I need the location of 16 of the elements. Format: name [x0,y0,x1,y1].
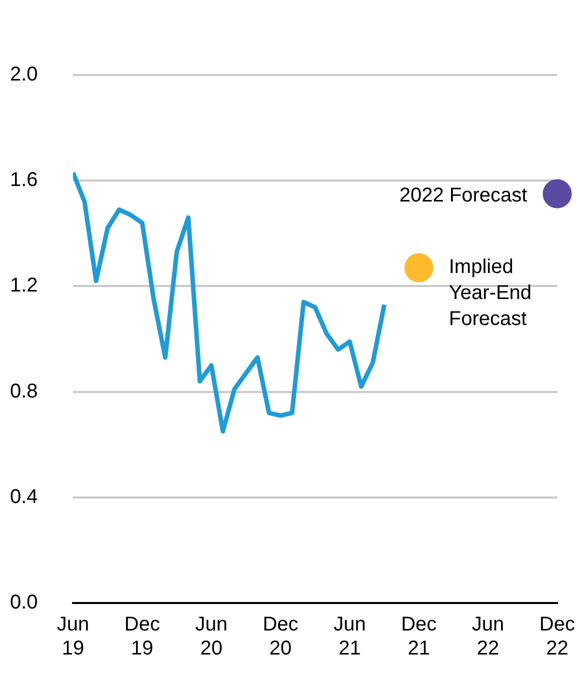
y-tick-label: 1.6 [10,169,38,192]
x-tick-label: Dec 20 [262,614,298,660]
series-label: Implied Year-End Forecast [448,256,532,330]
x-tick-label: Dec 19 [124,614,160,660]
x-tick-label: Jun 21 [334,614,366,660]
x-tick-label: Jun 22 [472,614,504,660]
x-tick-label: Dec 21 [401,614,437,660]
y-tick-label: 1.2 [10,274,38,297]
y-tick-label: 0.0 [10,592,38,614]
x-tick-label: Jun 19 [56,614,90,660]
series-label: 2022 Forecast [399,184,528,206]
y-tick-label: 2.0 [10,64,38,86]
y-tick-label: 0.8 [10,380,38,402]
x-tick-label: Jun 20 [195,614,228,660]
x-tick-label: Dec 22 [539,614,576,660]
y-tick-label: 0.4 [10,486,38,508]
